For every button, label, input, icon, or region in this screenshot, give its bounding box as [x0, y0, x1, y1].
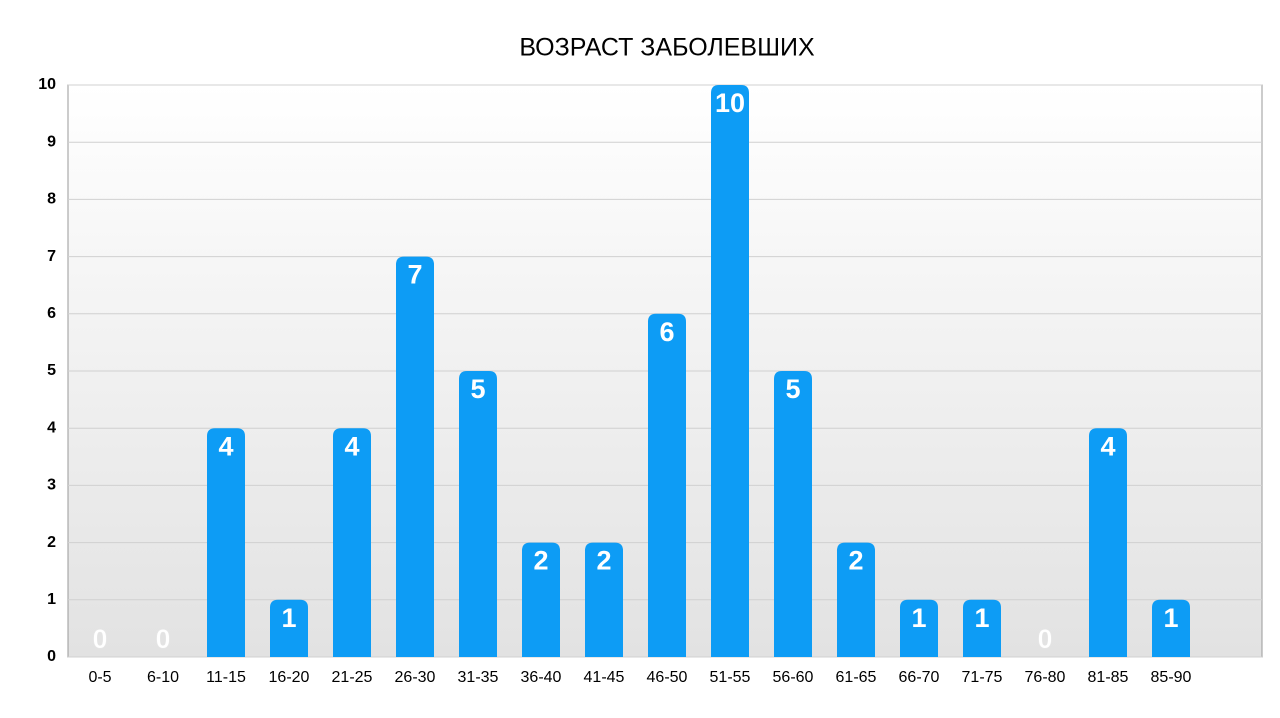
y-tick-label: 1: [47, 591, 56, 608]
bar: [396, 256, 434, 657]
value-label: 4: [218, 431, 233, 461]
x-tick-label: 61-65: [836, 669, 877, 686]
x-tick-label: 0-5: [88, 669, 111, 686]
y-tick-label: 2: [47, 534, 56, 551]
x-tick-label: 85-90: [1151, 669, 1192, 686]
value-label: 10: [715, 88, 745, 118]
x-tick-label: 66-70: [899, 669, 940, 686]
x-tick-label: 81-85: [1088, 669, 1129, 686]
value-label: 1: [974, 603, 989, 633]
x-tick-label: 31-35: [458, 669, 499, 686]
y-tick-label: 10: [38, 76, 56, 93]
y-tick-label: 6: [47, 305, 56, 322]
bar: [270, 599, 308, 657]
value-label: 6: [659, 317, 674, 347]
bar: [1152, 599, 1190, 657]
value-label: 4: [344, 431, 359, 461]
value-label: 4: [1100, 431, 1115, 461]
value-label: 0: [1037, 624, 1052, 654]
y-tick-label: 0: [47, 648, 56, 665]
value-label: 1: [911, 603, 926, 633]
bar: [333, 428, 371, 657]
y-tick-label: 5: [47, 362, 56, 379]
x-tick-label: 6-10: [147, 669, 179, 686]
x-tick-label: 21-25: [332, 669, 373, 686]
y-tick-label: 7: [47, 248, 56, 265]
chart-title: ВОЗРАСТ ЗАБОЛЕВШИХ: [519, 34, 815, 62]
value-label: 0: [92, 624, 107, 654]
x-tick-label: 71-75: [962, 669, 1003, 686]
value-label: 2: [596, 546, 611, 576]
x-tick-label: 36-40: [521, 669, 562, 686]
y-tick-label: 4: [47, 419, 56, 436]
bar: [837, 542, 875, 657]
bar: [207, 428, 245, 657]
x-tick-label: 41-45: [584, 669, 625, 686]
bar: [459, 371, 497, 657]
value-label: 0: [155, 624, 170, 654]
bar: [774, 371, 812, 657]
x-tick-label: 76-80: [1025, 669, 1066, 686]
bar: [711, 85, 749, 657]
y-tick-label: 8: [47, 191, 56, 208]
value-label: 2: [533, 546, 548, 576]
value-label: 5: [785, 374, 800, 404]
value-label: 1: [1163, 603, 1178, 633]
value-label: 5: [470, 374, 485, 404]
bar: [522, 542, 560, 657]
bar: [900, 599, 938, 657]
value-label: 1: [281, 603, 296, 633]
x-tick-label: 26-30: [395, 669, 436, 686]
value-label: 7: [407, 260, 422, 290]
x-tick-label: 46-50: [647, 669, 688, 686]
x-tick-label: 56-60: [773, 669, 814, 686]
bar: [648, 313, 686, 657]
value-label: 2: [848, 546, 863, 576]
y-tick-label: 3: [47, 477, 56, 494]
x-tick-label: 11-15: [206, 669, 246, 686]
bar: [1089, 428, 1127, 657]
bar: [963, 599, 1001, 657]
y-tick-label: 9: [47, 133, 56, 150]
bar: [585, 542, 623, 657]
x-tick-label: 16-20: [269, 669, 310, 686]
x-tick-label: 51-55: [710, 669, 751, 686]
